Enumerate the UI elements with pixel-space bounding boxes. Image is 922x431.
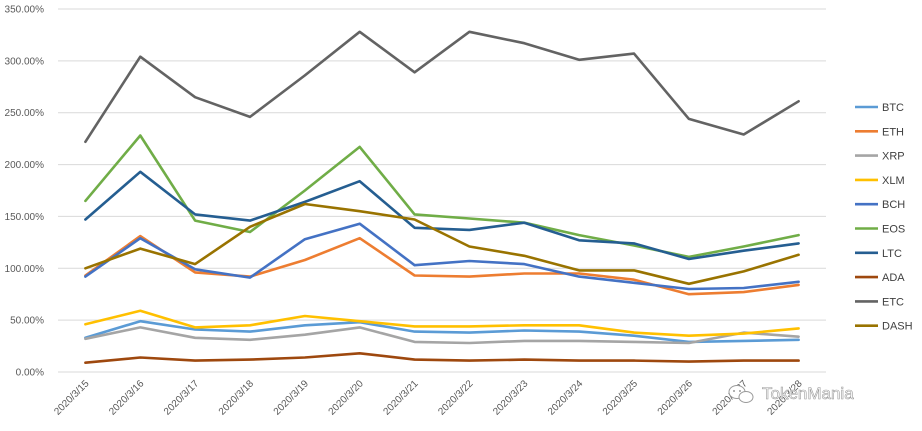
legend-label: BCH <box>882 199 905 211</box>
legend-label: ADA <box>882 272 905 284</box>
watermark-text: TokenMania <box>762 384 854 403</box>
legend: BTC ETH XRP XLM BCH EOS LTC ADA ETC DASH <box>855 102 913 333</box>
legend-label: XLM <box>882 175 905 187</box>
legend-item-dash: DASH <box>855 321 913 333</box>
x-tick-label: 2020/3/19 <box>272 378 312 418</box>
series-line-bch <box>84 222 800 291</box>
legend-item-btc: BTC <box>855 102 904 114</box>
legend-item-ada: ADA <box>855 272 905 284</box>
x-tick-label: 2020/3/15 <box>52 378 92 418</box>
legend-item-xrp: XRP <box>855 151 905 163</box>
x-tick-label: 2020/3/20 <box>327 378 367 418</box>
y-tick-label: 150.00% <box>5 212 45 223</box>
legend-item-eth: ETH <box>855 126 904 138</box>
y-tick-label: 0.00% <box>16 368 44 379</box>
y-axis-tick-labels: 0.00% 50.00% 100.00% 150.00% 200.00% 250.00% 3… <box>5 5 45 379</box>
series-line-xlm <box>84 309 800 338</box>
series-line-btc <box>84 319 800 344</box>
y-tick-label: 50.00% <box>10 316 44 327</box>
watermark: TokenMania <box>728 384 855 403</box>
series-line-ada <box>84 351 800 365</box>
x-tick-label: 2020/3/18 <box>217 378 257 418</box>
x-tick-label: 2020/3/22 <box>436 378 476 418</box>
y-tick-label: 350.00% <box>5 5 45 16</box>
legend-item-ltc: LTC <box>855 248 902 260</box>
legend-label: BTC <box>882 102 904 114</box>
series-line-etc <box>84 30 800 144</box>
y-tick-label: 100.00% <box>5 264 45 275</box>
x-tick-label: 2020/3/21 <box>381 378 421 418</box>
x-tick-label: 2020/3/26 <box>656 378 696 418</box>
legend-label: EOS <box>882 224 905 236</box>
x-tick-label: 2020/3/16 <box>107 378 147 418</box>
series-line-ltc <box>84 170 800 261</box>
series-line-eth <box>84 234 800 296</box>
x-tick-label: 2020/3/17 <box>162 378 202 418</box>
x-tick-label: 2020/3/24 <box>546 378 586 418</box>
series-lines <box>84 30 800 365</box>
legend-item-etc: ETC <box>855 296 904 308</box>
legend-label: ETC <box>882 296 904 308</box>
legend-label: ETH <box>882 126 904 138</box>
y-tick-label: 200.00% <box>5 160 45 171</box>
series-line-dash <box>84 202 800 286</box>
legend-label: XRP <box>882 151 905 163</box>
y-tick-label: 250.00% <box>5 108 45 119</box>
series-line-xrp <box>84 326 800 345</box>
x-tick-label: 2020/3/25 <box>601 378 641 418</box>
x-tick-label: 2020/3/23 <box>491 378 531 418</box>
y-tick-label: 300.00% <box>5 56 45 67</box>
legend-item-bch: BCH <box>855 199 905 211</box>
legend-label: LTC <box>882 248 902 260</box>
legend-label: DASH <box>882 321 913 333</box>
legend-item-eos: EOS <box>855 224 905 236</box>
wechat-icon <box>728 385 754 403</box>
x-axis-tick-labels: 2020/3/15 2020/3/16 2020/3/17 2020/3/18 2020… <box>52 378 805 418</box>
legend-item-xlm: XLM <box>855 175 905 187</box>
gridlines <box>58 8 826 373</box>
series-line-eos <box>84 134 800 259</box>
